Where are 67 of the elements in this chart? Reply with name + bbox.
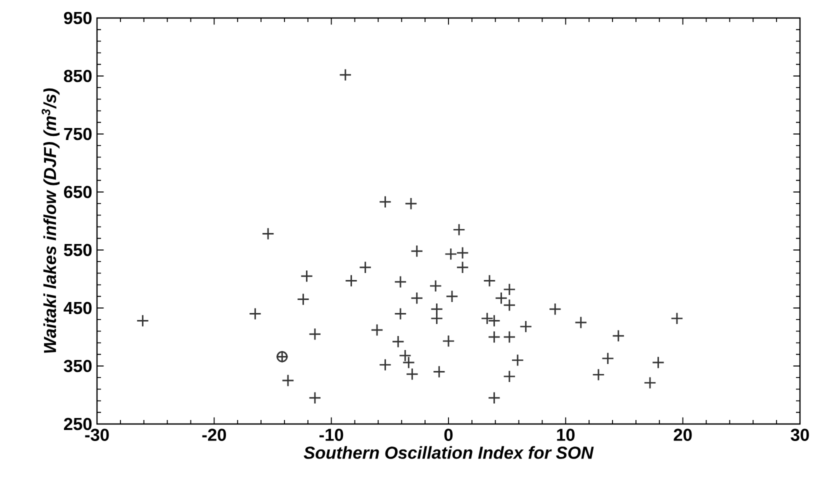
point xyxy=(410,244,424,258)
point xyxy=(308,328,322,340)
point xyxy=(480,312,494,325)
point xyxy=(406,368,419,380)
point xyxy=(392,335,404,348)
y-axis-title: Waitaki lakes inflow (DJF) (m$^{3}$/s) xyxy=(42,88,60,353)
x-tick-label: 30 xyxy=(790,428,809,441)
y-tick-label: 850 xyxy=(64,70,92,82)
point xyxy=(358,261,372,274)
point xyxy=(378,196,392,208)
point xyxy=(442,334,455,348)
point xyxy=(446,290,458,303)
point xyxy=(432,365,446,378)
point xyxy=(282,374,294,387)
point xyxy=(300,270,314,282)
point xyxy=(602,352,614,365)
point xyxy=(503,330,516,344)
point xyxy=(276,351,288,362)
x-tick-label: 20 xyxy=(674,428,692,441)
point xyxy=(503,283,516,296)
point xyxy=(262,227,274,240)
y-tick-label: 450 xyxy=(64,302,92,314)
point xyxy=(511,354,524,367)
point xyxy=(430,312,444,325)
point xyxy=(308,392,322,404)
y-tick-label: 650 xyxy=(64,186,92,198)
point xyxy=(456,246,469,260)
point xyxy=(519,320,532,333)
point xyxy=(592,368,605,382)
point xyxy=(488,392,501,404)
point xyxy=(370,324,384,336)
x-tick-label: -20 xyxy=(202,428,226,441)
point xyxy=(429,280,442,292)
point xyxy=(483,274,496,288)
x-axis-title: Southern Oscillation Index for SON xyxy=(304,446,594,459)
point xyxy=(503,370,516,383)
point xyxy=(339,68,352,82)
y-tick-label: 950 xyxy=(64,12,92,24)
point xyxy=(574,316,588,329)
y-tick-label: 550 xyxy=(64,244,92,256)
point xyxy=(488,314,501,328)
point xyxy=(136,314,150,328)
y-tick-label: 350 xyxy=(64,360,92,372)
point xyxy=(488,330,501,344)
point xyxy=(548,302,562,316)
point xyxy=(452,223,466,236)
point xyxy=(248,307,262,320)
point xyxy=(378,358,392,372)
point xyxy=(652,356,665,369)
point xyxy=(612,329,625,342)
point xyxy=(404,197,418,210)
y-tick-label: 250 xyxy=(64,418,92,430)
point xyxy=(430,302,444,316)
point xyxy=(456,261,469,274)
x-tick-label: 10 xyxy=(557,428,575,441)
point xyxy=(296,292,310,306)
x-tick-label: 0 xyxy=(444,428,453,441)
x-tick-label: -10 xyxy=(319,428,344,441)
x-tick-label: -30 xyxy=(85,428,109,441)
y-tick-label: 750 xyxy=(64,128,92,140)
point xyxy=(344,274,358,288)
point xyxy=(410,292,424,304)
point xyxy=(394,307,407,320)
point xyxy=(394,276,407,288)
point xyxy=(644,376,656,390)
point xyxy=(444,248,458,260)
point xyxy=(670,312,684,325)
